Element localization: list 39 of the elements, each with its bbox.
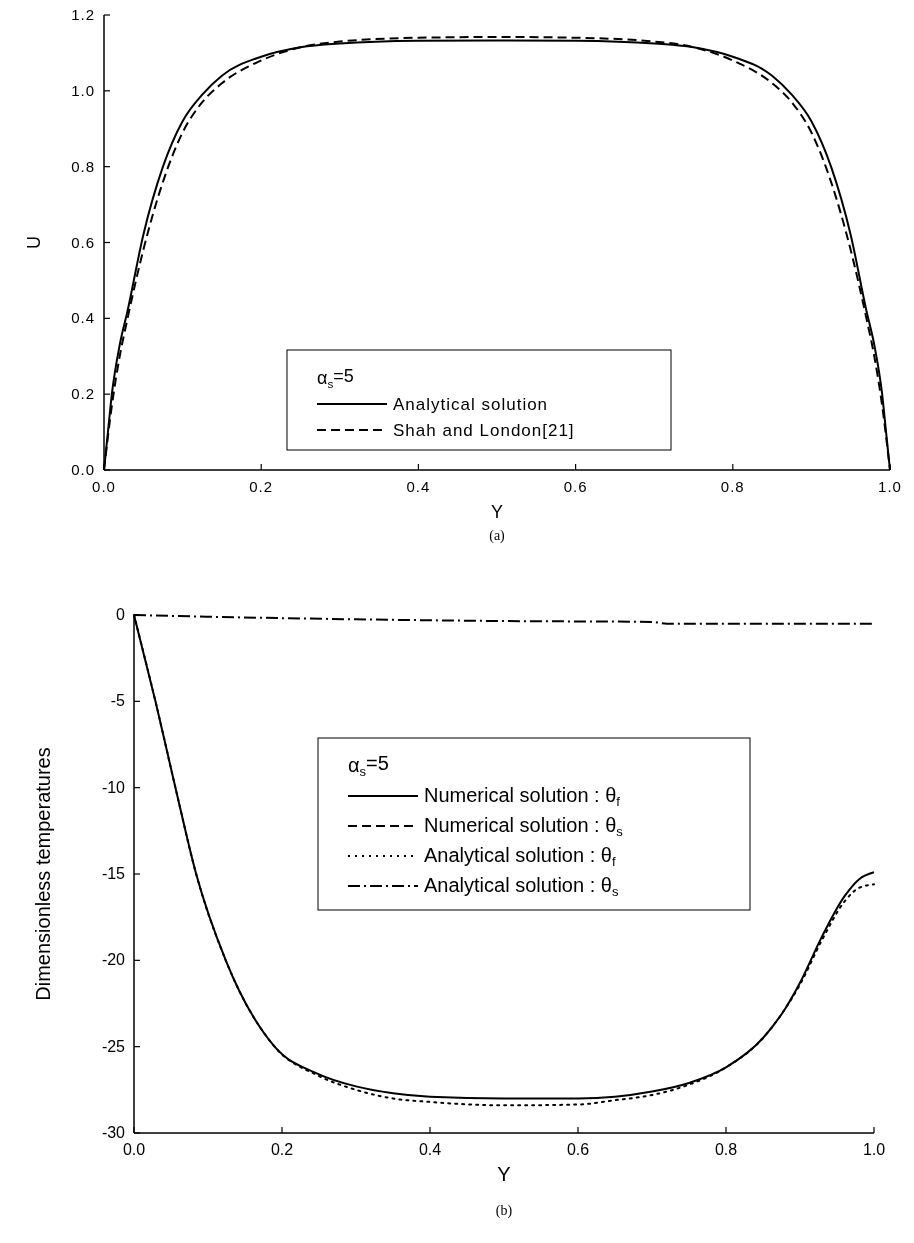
x-tick-label: 0.2 <box>270 1141 294 1158</box>
x-tick-label: 0.4 <box>418 1141 442 1158</box>
x-tick-label: 0.8 <box>714 1141 738 1158</box>
y-tick-label: 1.0 <box>71 81 95 99</box>
y-tick-label: -15 <box>101 865 126 882</box>
y-tick-label: 0.0 <box>71 461 95 478</box>
legend-label: Analytical solution : θ$_{f}$ <box>424 844 616 869</box>
y-tick-label: 0.2 <box>71 385 95 403</box>
text: (a) <box>489 528 506 544</box>
x-tick-label: 1.0 <box>862 1141 886 1158</box>
text: (b) <box>495 1203 513 1219</box>
y-tick-label: -20 <box>101 951 126 969</box>
x-tick-label: 0.4 <box>406 478 431 495</box>
x-tick-label: 0.8 <box>720 478 745 495</box>
y-tick-label: 1.2 <box>71 6 95 23</box>
y-tick-label: 0.8 <box>71 157 95 175</box>
legend-label: Shah and London[21] <box>393 421 575 440</box>
y-tick-label: -5 <box>110 692 126 710</box>
y-tick-label: -10 <box>101 778 126 796</box>
y-tick-label: -25 <box>101 1037 126 1055</box>
x-axis-title: Y <box>497 1163 511 1185</box>
x-axis-title: Y <box>490 502 504 522</box>
legend-label: Analytical solution <box>393 395 549 414</box>
y-tick-label: 0 <box>116 606 126 623</box>
x-tick-label: 0.6 <box>563 478 588 495</box>
y-tick-label: 0.4 <box>71 309 95 327</box>
x-tick-label: 0.2 <box>249 478 274 495</box>
y-tick-label: 0.6 <box>71 233 95 251</box>
y-axis-title: U <box>24 236 44 249</box>
legend-label: Numerical solution : θ$_{f}$ <box>424 784 621 809</box>
y-axis-title: Dimensionless temperatures <box>32 747 54 1001</box>
legend-label: Numerical solution : θ$_{s}$ <box>424 814 624 839</box>
x-tick-label: 0.0 <box>122 1141 146 1158</box>
legend-label: Analytical solution : θ$_{s}$ <box>424 874 619 899</box>
x-tick-label: 1.0 <box>878 478 902 495</box>
legend-title: α$_{s}$=5 <box>348 751 389 779</box>
legend-title: α$_{s}$=5 <box>317 366 354 390</box>
x-tick-label: 0.6 <box>566 1141 590 1158</box>
y-tick-label: -30 <box>101 1124 126 1141</box>
